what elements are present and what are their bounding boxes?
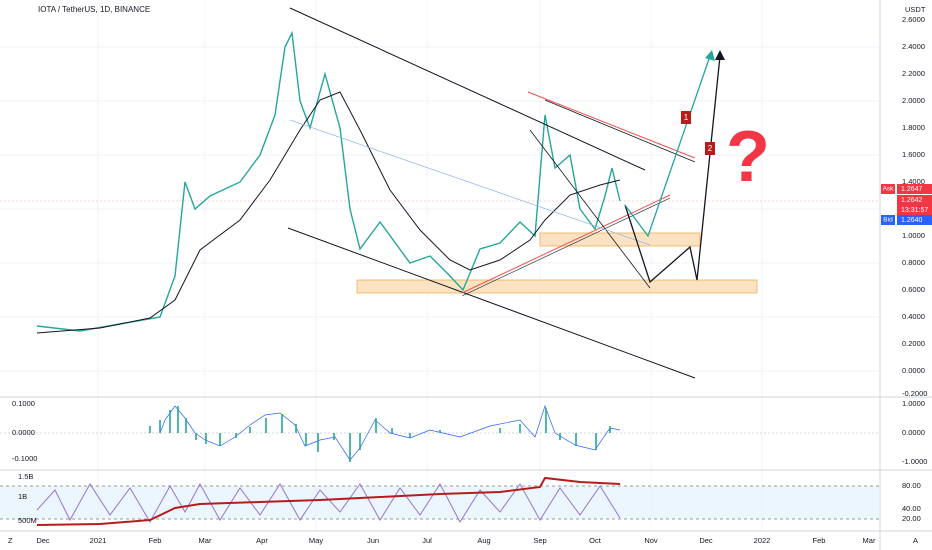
annotation: 2: [708, 144, 713, 153]
oscillator-tick-label: 1.0000: [902, 399, 925, 408]
channel-line: [287, 227, 696, 379]
corner-button[interactable]: Z: [8, 536, 13, 545]
grid: [0, 0, 880, 530]
scenario-path: [624, 55, 721, 284]
bid-price: 1.2640: [901, 217, 923, 224]
time-tick-label: Dec: [699, 536, 713, 545]
price-tick-label: 0.2000: [902, 339, 925, 348]
support-zone: [356, 279, 758, 294]
oscillator-tick-label: 0.0000: [902, 428, 925, 437]
time-tick-label: 2021: [90, 536, 107, 545]
time-tick-label: Sep: [533, 536, 546, 545]
oscillator-tick-label: 0.1000: [12, 399, 35, 408]
rsi-band: [0, 486, 880, 519]
volume-tick-label: 1B: [18, 492, 27, 501]
label-box: [681, 111, 691, 124]
price-tick-label: 2.2000: [902, 69, 925, 78]
time-tick-label: Oct: [589, 536, 602, 545]
time-tick-label: Mar: [863, 536, 876, 545]
bid-tag: [881, 215, 895, 225]
price-tick-label: 0.4000: [902, 312, 925, 321]
oscillator-tick-label: -0.1000: [12, 454, 37, 463]
volume-line: [36, 476, 621, 526]
time-tick-label: May: [309, 536, 323, 545]
oscillator-tick-label: 0.0000: [12, 428, 35, 437]
trend-line: [289, 119, 651, 246]
price-tick-label: 1.8000: [902, 123, 925, 132]
ask-price: 1.2647: [901, 186, 923, 193]
rsi-tick-label: 80.00: [902, 481, 921, 490]
bid-label: Bid: [883, 217, 893, 224]
price-tick-label: 2.0000: [902, 96, 925, 105]
moving-average: [36, 91, 621, 334]
arrow-head: [705, 50, 715, 61]
label-box: [705, 142, 715, 155]
corner-button[interactable]: A: [913, 536, 918, 545]
price-tick-label: 0.8000: [902, 258, 925, 267]
price-tick-label: 1.6000: [902, 150, 925, 159]
price-tick-label: 0.6000: [902, 285, 925, 294]
support-zone: [539, 232, 701, 247]
ask-tag: [881, 184, 895, 194]
trend-line: [461, 197, 671, 297]
last-price-tag: [897, 195, 932, 215]
volume-tick-label: 1.5B: [18, 472, 33, 481]
trend-line: [527, 91, 696, 159]
annotation: 1: [684, 113, 689, 122]
time-tick-label: Feb: [149, 536, 162, 545]
last-price: 1.2642: [901, 197, 923, 204]
time-tick-label: Apr: [256, 536, 268, 545]
rsi-tick-label: 20.00: [902, 514, 921, 523]
price-tick-label: 2.6000: [902, 15, 925, 24]
time-tick-label: Aug: [477, 536, 490, 545]
histogram: [149, 406, 611, 462]
price-tick-label: 1.4000: [902, 177, 925, 186]
price-tick-label: 2.4000: [902, 42, 925, 51]
countdown: 13:31:57: [901, 207, 928, 214]
time-tick-label: Dec: [36, 536, 50, 545]
ask-price-tag: [897, 184, 932, 194]
symbol-title: IOTA / TetherUS, 1D, BINANCE: [38, 5, 150, 14]
oscillator-tick-label: -1.0000: [902, 457, 927, 466]
question-mark: ?: [726, 117, 770, 197]
price-tick-label: -0.2000: [902, 389, 927, 398]
time-tick-label: Nov: [644, 536, 658, 545]
time-tick-label: Mar: [199, 536, 212, 545]
currency: USDT: [905, 5, 926, 14]
time-tick-label: 2022: [754, 536, 771, 545]
time-tick-label: Feb: [813, 536, 826, 545]
ask-label: Ask: [883, 186, 895, 193]
wedge-line: [529, 129, 651, 289]
trend-line: [461, 194, 671, 294]
rsi-tick-label: 40.00: [902, 504, 921, 513]
price-tick-label: 0.0000: [902, 366, 925, 375]
rsi-line: [36, 482, 621, 524]
price-tick-label: 1.0000: [902, 231, 925, 240]
volume-tick-label: 500M: [18, 516, 37, 525]
bid-price-tag: [897, 215, 932, 225]
time-tick-label: Jul: [422, 536, 432, 545]
time-tick-label: Jun: [367, 536, 379, 545]
arrow-head: [715, 50, 725, 60]
channel-line: [289, 7, 646, 171]
trend-line: [544, 99, 696, 163]
